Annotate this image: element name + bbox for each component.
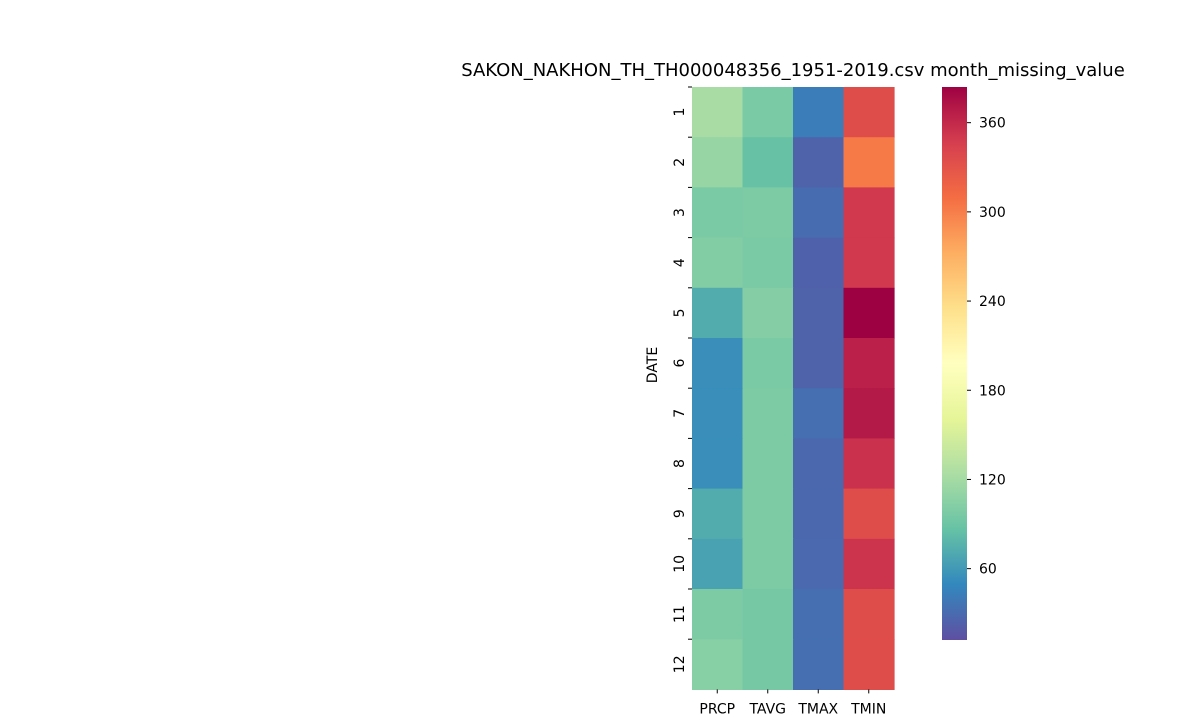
heatmap-cell [843, 237, 895, 289]
heatmap-cell [843, 488, 895, 540]
heatmap-cell [793, 589, 845, 640]
y-tick-label: 4 [672, 258, 688, 267]
heatmap-cell [793, 137, 845, 188]
heatmap-cell [742, 589, 794, 640]
heatmap-cell [843, 287, 895, 339]
heatmap-cell [843, 538, 895, 590]
heatmap-cell [843, 87, 895, 138]
heatmap-cell [793, 538, 845, 590]
heatmap-cell [692, 237, 744, 289]
heatmap-cell [843, 187, 895, 239]
colorbar-tick-label: 180 [979, 383, 1006, 399]
heatmap-cell [742, 137, 794, 188]
y-tick-label: 7 [672, 409, 688, 418]
heatmap-cell [742, 538, 794, 590]
heatmap-cell [793, 287, 845, 339]
heatmap-cell [843, 137, 895, 188]
heatmap-cell [793, 237, 845, 289]
heatmap-cell [742, 338, 794, 389]
heatmap-cell [843, 438, 895, 490]
colorbar-tick-label: 60 [979, 562, 997, 578]
heatmap-cell [742, 237, 794, 289]
heatmap-cell [742, 488, 794, 540]
heatmap-cell [692, 438, 744, 490]
heatmap-cell [692, 87, 744, 138]
y-tick-label: 12 [672, 655, 688, 673]
colorbar-tick-label: 240 [979, 294, 1006, 310]
heatmap-cell [742, 287, 794, 339]
heatmap-cell [793, 639, 845, 690]
heatmap-cells [692, 87, 895, 690]
heatmap-cell [742, 639, 794, 690]
y-tick-label: 5 [672, 308, 688, 317]
heatmap-cell [692, 187, 744, 239]
heatmap-cell [692, 137, 744, 188]
colorbar-tick-label: 300 [979, 205, 1006, 221]
heatmap-cell [793, 338, 845, 389]
y-axis-label: DATE [645, 347, 661, 383]
heatmap-cell [793, 388, 845, 439]
heatmap-cell [793, 438, 845, 490]
heatmap-cell [843, 639, 895, 690]
heatmap-cell [742, 187, 794, 239]
y-tick-label: 2 [672, 158, 688, 167]
y-tick-label: 9 [672, 509, 688, 518]
heatmap-cell [843, 589, 895, 640]
x-tick-label: PRCP [699, 701, 735, 717]
y-tick-label: 6 [672, 359, 688, 368]
y-tick-label: 11 [672, 605, 688, 623]
heatmap-cell [692, 287, 744, 339]
heatmap-cell [692, 388, 744, 439]
heatmap-cell [843, 388, 895, 439]
heatmap-cell [793, 87, 845, 138]
chart-title: SAKON_NAKHON_TH_TH000048356_1951-2019.cs… [461, 60, 1125, 81]
y-tick-label: 3 [672, 208, 688, 217]
y-tick-label: 10 [672, 555, 688, 573]
heatmap-cell [843, 338, 895, 389]
heatmap-cell [742, 388, 794, 439]
heatmap-cell [742, 438, 794, 490]
heatmap-cell [692, 639, 744, 690]
heatmap-cell [692, 338, 744, 389]
heatmap-cell [692, 488, 744, 540]
y-tick-label: 8 [672, 459, 688, 468]
heatmap-cell [692, 589, 744, 640]
x-tick-label: TMIN [850, 701, 886, 717]
heatmap-cell [793, 187, 845, 239]
x-tick-label: TMAX [797, 701, 838, 717]
colorbar-tick-label: 120 [979, 472, 1006, 488]
x-tick-label: TAVG [748, 701, 786, 717]
colorbar: 60 120 180 240 300 360 [942, 87, 1006, 640]
x-axis-ticks: PRCP TAVG TMAX TMIN [699, 689, 886, 717]
colorbar-gradient [942, 87, 967, 640]
heatmap-cell [692, 538, 744, 590]
heatmap-cell [793, 488, 845, 540]
heatmap-cell [742, 87, 794, 138]
y-tick-label: 1 [672, 108, 688, 117]
colorbar-tick-label: 360 [979, 116, 1006, 132]
